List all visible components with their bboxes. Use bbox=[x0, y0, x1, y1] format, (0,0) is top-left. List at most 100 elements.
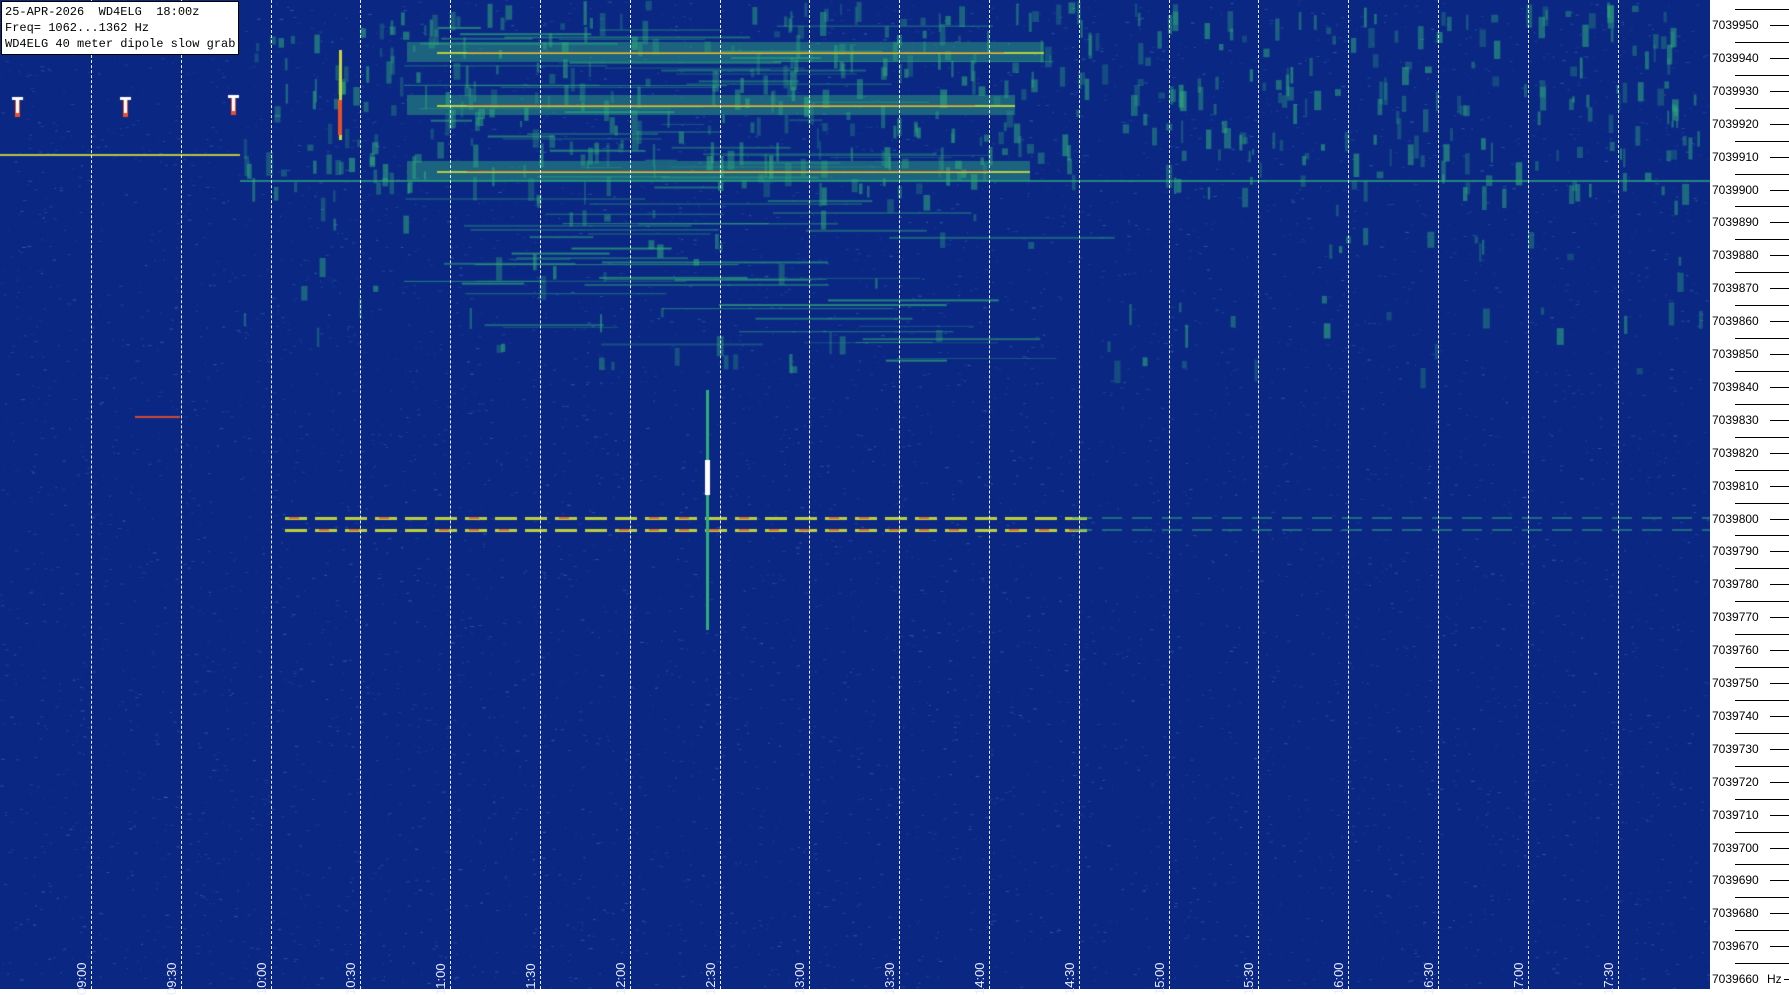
frequency-label: 7039660 bbox=[1712, 972, 1759, 986]
frequency-minor-tick bbox=[1735, 141, 1789, 142]
frequency-minor-tick bbox=[1735, 42, 1789, 43]
frequency-minor-tick bbox=[1735, 272, 1789, 273]
frequency-tick bbox=[1770, 815, 1789, 816]
frequency-tick bbox=[1770, 387, 1789, 388]
time-gridline bbox=[809, 0, 810, 989]
frequency-minor-tick bbox=[1735, 470, 1789, 471]
frequency-tick bbox=[1784, 979, 1789, 980]
time-gridline bbox=[450, 0, 451, 989]
frequency-label: 7039770 bbox=[1712, 610, 1759, 624]
frequency-label: 7039780 bbox=[1712, 577, 1759, 591]
spectrogram-canvas bbox=[0, 0, 1710, 989]
frequency-tick bbox=[1770, 453, 1789, 454]
time-label: 16:30 bbox=[1421, 962, 1436, 995]
frequency-label: 7039840 bbox=[1712, 380, 1759, 394]
time-label: 13:00 bbox=[792, 962, 807, 995]
station-description: WD4ELG 40 meter dipole slow grab bbox=[5, 37, 236, 51]
frequency-label: 7039800 bbox=[1712, 512, 1759, 526]
frequency-minor-tick bbox=[1735, 371, 1789, 372]
frequency-label: 7039940 bbox=[1712, 51, 1759, 65]
frequency-tick bbox=[1770, 25, 1789, 26]
time-label: 15:00 bbox=[1152, 962, 1167, 995]
frequency-axis: 7039950 7039940 7039930 7039920 7039910 70399… bbox=[1710, 0, 1789, 989]
frequency-label: 7039890 bbox=[1712, 215, 1759, 229]
frequency-tick bbox=[1770, 749, 1789, 750]
frequency-minor-tick bbox=[1735, 864, 1789, 865]
time-gridline bbox=[1528, 0, 1529, 989]
frequency-minor-tick bbox=[1735, 108, 1789, 109]
spectrogram-waterfall: 09:00 09:30 10:00 10:30 11:00 11:30 12:00 12:30… bbox=[0, 0, 1710, 995]
frequency-minor-tick bbox=[1735, 930, 1789, 931]
frequency-label: 7039670 bbox=[1712, 939, 1759, 953]
time-label: 17:00 bbox=[1511, 962, 1526, 995]
grab-info-box: 25-APR-2026 WD4ELG 18:00z Freq= 1062...1… bbox=[1, 1, 240, 55]
frequency-minor-tick bbox=[1735, 601, 1789, 602]
frequency-label: 7039920 bbox=[1712, 117, 1759, 131]
frequency-label: 7039830 bbox=[1712, 413, 1759, 427]
frequency-tick bbox=[1770, 486, 1789, 487]
frequency-label: 7039690 bbox=[1712, 873, 1759, 887]
frequency-minor-tick bbox=[1735, 239, 1789, 240]
frequency-tick bbox=[1770, 321, 1789, 322]
frequency-tick bbox=[1770, 288, 1789, 289]
frequency-label: 7039680 bbox=[1712, 906, 1759, 920]
frequency-minor-tick bbox=[1735, 174, 1789, 175]
frequency-minor-tick bbox=[1735, 963, 1789, 964]
time-label: 14:00 bbox=[972, 962, 987, 995]
time-label: 15:30 bbox=[1241, 962, 1256, 995]
frequency-minor-tick bbox=[1735, 9, 1789, 10]
frequency-minor-tick bbox=[1735, 206, 1789, 207]
frequency-minor-tick bbox=[1735, 404, 1789, 405]
frequency-tick bbox=[1770, 519, 1789, 520]
frequency-tick bbox=[1770, 222, 1789, 223]
time-gridline bbox=[271, 0, 272, 989]
frequency-label: 7039820 bbox=[1712, 446, 1759, 460]
frequency-label: 7039790 bbox=[1712, 544, 1759, 558]
frequency-tick bbox=[1770, 551, 1789, 552]
frequency-tick bbox=[1770, 420, 1789, 421]
frequency-label: 7039740 bbox=[1712, 709, 1759, 723]
frequency-label: 7039880 bbox=[1712, 248, 1759, 262]
frequency-label: 7039700 bbox=[1712, 841, 1759, 855]
time-label: 12:00 bbox=[613, 962, 628, 995]
time-gridline bbox=[630, 0, 631, 989]
frequency-minor-tick bbox=[1735, 799, 1789, 800]
frequency-label: 7039750 bbox=[1712, 676, 1759, 690]
frequency-label: 7039810 bbox=[1712, 479, 1759, 493]
frequency-minor-tick bbox=[1735, 305, 1789, 306]
frequency-minor-tick bbox=[1735, 568, 1789, 569]
frequency-tick bbox=[1770, 880, 1789, 881]
time-gridline bbox=[181, 0, 182, 989]
frequency-tick bbox=[1770, 58, 1789, 59]
frequency-minor-tick bbox=[1735, 897, 1789, 898]
frequency-minor-tick bbox=[1735, 634, 1789, 635]
frequency-tick bbox=[1770, 782, 1789, 783]
time-label: 11:30 bbox=[523, 963, 538, 995]
frequency-unit: Hz bbox=[1767, 972, 1782, 986]
frequency-minor-tick bbox=[1735, 700, 1789, 701]
frequency-minor-tick bbox=[1735, 437, 1789, 438]
time-gridline bbox=[1348, 0, 1349, 989]
frequency-minor-tick bbox=[1735, 766, 1789, 767]
time-gridline bbox=[1258, 0, 1259, 989]
frequency-label: 7039730 bbox=[1712, 742, 1759, 756]
frequency-tick bbox=[1770, 716, 1789, 717]
time-label: 12:30 bbox=[703, 962, 718, 995]
time-gridline bbox=[989, 0, 990, 989]
time-label: 14:30 bbox=[1062, 962, 1077, 995]
frequency-tick bbox=[1770, 946, 1789, 947]
frequency-tick bbox=[1770, 124, 1789, 125]
time-gridline bbox=[720, 0, 721, 989]
frequency-label: 7039930 bbox=[1712, 84, 1759, 98]
frequency-tick bbox=[1770, 354, 1789, 355]
frequency-label: 7039710 bbox=[1712, 808, 1759, 822]
time-gridline bbox=[360, 0, 361, 989]
frequency-minor-tick bbox=[1735, 75, 1789, 76]
frequency-label: 7039720 bbox=[1712, 775, 1759, 789]
time-gridline bbox=[1169, 0, 1170, 989]
frequency-label: 7039850 bbox=[1712, 347, 1759, 361]
frequency-minor-tick bbox=[1735, 503, 1789, 504]
frequency-minor-tick bbox=[1735, 832, 1789, 833]
frequency-minor-tick bbox=[1735, 338, 1789, 339]
time-label: 09:30 bbox=[164, 962, 179, 995]
